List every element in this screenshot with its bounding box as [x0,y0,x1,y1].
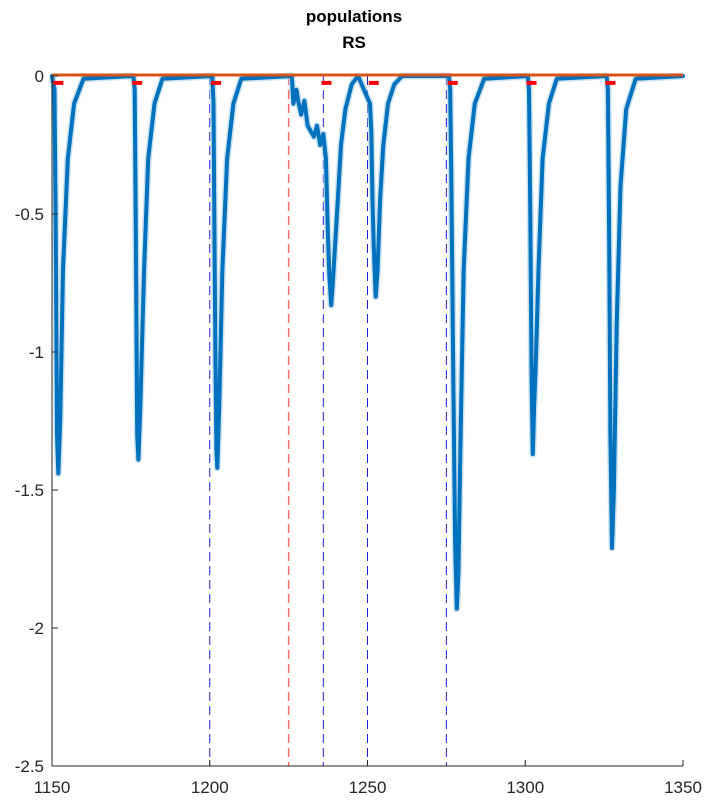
y-axis-ticks: 0 -0.5 -1 -1.5 -2 -2.5 [15,67,58,776]
x-axis-ticks: 1150 1200 1250 1300 1350 [34,760,702,797]
chart-subtitle: RS [342,33,366,52]
x-tick-label: 1350 [664,778,702,797]
y-tick-label: -1.5 [15,481,44,500]
y-tick-label: -1 [29,343,44,362]
y-tick-label: 0 [35,67,44,86]
x-tick-label: 1300 [506,778,544,797]
x-tick-label: 1250 [349,778,387,797]
axes: 1150 1200 1250 1300 1350 0 -0.5 -1 -1.5 -2 -2.5 [15,67,702,797]
series-main-trace [50,74,685,611]
x-tick-label: 1150 [34,778,71,797]
y-tick-label: -2 [29,619,44,638]
plot-area [48,72,685,766]
chart-title: populations [306,7,402,26]
y-tick-label: -0.5 [15,205,44,224]
y-tick-label: -2.5 [15,757,44,776]
x-tick-label: 1200 [191,778,229,797]
